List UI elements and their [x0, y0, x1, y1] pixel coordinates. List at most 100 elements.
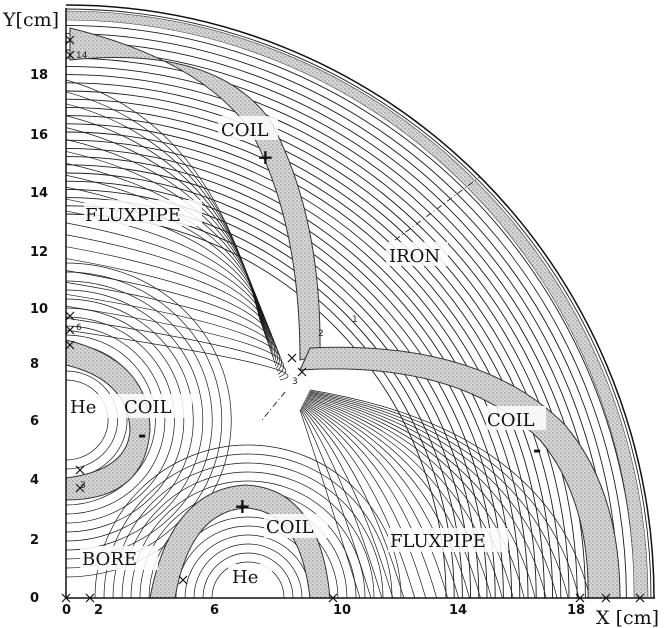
cross-marker [635, 593, 645, 603]
fluxpipe-upper-line [66, 139, 266, 335]
fluxpipe-lower-line [309, 390, 580, 598]
iron-flux-line [66, 147, 513, 598]
iron-flux-line [66, 139, 521, 598]
iron-flux-line [66, 41, 619, 598]
he-bottom-label: He [232, 567, 258, 588]
cross-marker [328, 593, 338, 603]
fluxpipe-lower-line [300, 407, 383, 598]
fluxpipe-lower-line [306, 397, 503, 598]
mesh-label-1: 1 [352, 315, 358, 325]
he-left-loop [66, 289, 204, 551]
fluxpipe-upper-line [66, 186, 269, 346]
iron-flux-line [66, 65, 595, 598]
y-tick-8: 8 [30, 357, 39, 372]
x-tick-10: 10 [333, 603, 351, 618]
fluxpipe-lower-line [309, 389, 591, 598]
cross-marker [65, 311, 75, 321]
he-bottom-loop [112, 462, 384, 598]
sign-right-minus: - [533, 438, 541, 462]
he-left-loop [66, 325, 166, 515]
he-bottom-loop [193, 543, 303, 598]
fluxpipe-lower-line [302, 404, 416, 598]
iron-flux-line [66, 172, 488, 598]
iron-label: IRON [389, 246, 440, 267]
cross-marker [75, 465, 85, 475]
outer-boundary [65, 4, 655, 599]
he-bottom-loop [184, 534, 312, 598]
fluxpipe-lower-line [305, 399, 481, 598]
y-tick-18: 18 [30, 68, 48, 83]
iron-flux-line [66, 49, 611, 598]
mesh-label-3b: 3 [292, 377, 298, 387]
fluxpipe-upper-line [66, 222, 272, 355]
cross-marker [65, 340, 75, 350]
x-axis-label: X [cm] [596, 607, 659, 628]
y-tick-labels: 0 2 4 6 8 10 12 14 16 18 [30, 68, 48, 606]
y-axis-label: Y[cm] [2, 9, 59, 31]
he-left-label: He [70, 397, 96, 418]
fluxpipe-lower-line [306, 396, 514, 598]
x-tick-2: 2 [94, 603, 103, 618]
fluxpipe-upper-line [66, 174, 268, 343]
mesh-label-2: 2 [318, 329, 324, 339]
sign-bottom-plus: + [234, 494, 251, 518]
y-tick-14: 14 [30, 186, 48, 201]
coil-left-label: COIL [124, 397, 172, 418]
cross-marker [575, 593, 585, 603]
sign-left-minus: - [138, 423, 146, 447]
cross-marker [65, 35, 75, 45]
iron-flux-line [66, 33, 627, 598]
iron-flux-line [66, 164, 496, 598]
fluxpipe-upper-line [66, 282, 281, 369]
cross-marker [601, 593, 611, 603]
mesh-numbers: 14 6 3 1 2 3 [76, 51, 358, 491]
x-tick-18: 18 [567, 603, 585, 618]
cross-marker [65, 325, 75, 335]
fluxpipe-lower-line [307, 394, 536, 598]
he-bottom-loop [202, 552, 294, 598]
he-left-loop [66, 370, 118, 470]
he-left-loop [66, 307, 185, 533]
fluxpipe-upper-label: FLUXPIPE [85, 205, 181, 226]
iron-flux-line [66, 82, 578, 598]
fluxpipe-lower-line [308, 392, 558, 598]
iron-flux-line [66, 156, 504, 598]
coil-top-label: COIL [221, 120, 269, 141]
region-labels: COIL FLUXPIPE IRON He COIL COIL COIL FLU… [68, 116, 546, 588]
he-bottom-loop [211, 561, 285, 598]
y-tick-4: 4 [30, 473, 39, 488]
fluxpipe-lower-line [303, 403, 438, 598]
fluxpipe-upper-line [66, 162, 268, 341]
fluxpipe-lower-line [303, 402, 448, 598]
mesh-label-14: 14 [76, 51, 88, 61]
he-left-loop [66, 316, 175, 524]
he-bottom-loop [121, 471, 375, 598]
mesh-label-6: 6 [76, 323, 82, 333]
bore-label: BORE [82, 549, 137, 570]
fluxpipe-upper-line [66, 293, 282, 372]
fluxpipe-lower-line [301, 405, 405, 598]
iron-flux-line [66, 131, 529, 598]
iron-flux-line [66, 180, 480, 598]
outer-rim-band [66, 10, 649, 598]
coil-right-label: COIL [487, 410, 535, 431]
fluxpipe-upper-line [66, 317, 286, 378]
cross-marker [178, 575, 188, 585]
fluxpipe-lower-label: FLUXPIPE [390, 531, 486, 552]
fluxpipe-lower-line [305, 398, 492, 598]
iron-flux-line [66, 90, 570, 598]
y-tick-10: 10 [30, 302, 48, 317]
fluxpipe-lower-line [308, 391, 569, 598]
he-bottom-loop [130, 480, 366, 598]
he-left-loop [66, 298, 194, 542]
fluxpipe-lower-line [304, 401, 459, 598]
he-left-loop [66, 280, 213, 560]
he-bottom-loop [94, 444, 402, 598]
x-tick-0: 0 [62, 603, 71, 618]
fluxpipe-upper-line [66, 127, 265, 332]
cross-marker [75, 483, 85, 493]
cross-marker [85, 593, 95, 603]
boundary-markers [61, 35, 645, 603]
y-tick-2: 2 [30, 533, 39, 548]
